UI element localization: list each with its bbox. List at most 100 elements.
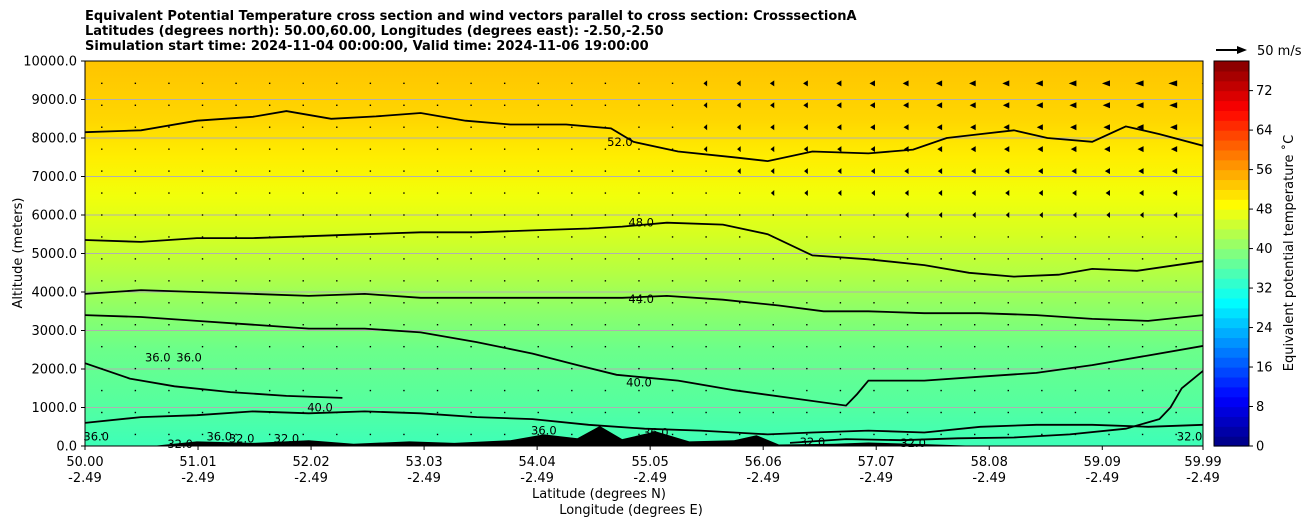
- wind-arrow: [1105, 190, 1110, 197]
- wind-dot: [806, 280, 808, 282]
- wind-arrow: [971, 168, 976, 175]
- wind-dot: [268, 104, 271, 106]
- wind-dot: [470, 302, 472, 304]
- wind-dot: [1041, 236, 1043, 238]
- wind-dot: [268, 389, 271, 392]
- wind-dot: [235, 126, 237, 128]
- wind-arrow: [703, 124, 708, 131]
- wind-arrow: [770, 168, 775, 175]
- title-line-2: Latitudes (degrees north): 50.00,60.00, …: [85, 24, 664, 39]
- contour-label: 52.0: [607, 135, 633, 149]
- wind-dot: [604, 345, 607, 348]
- wind-dot: [839, 280, 842, 282]
- wind-dot: [806, 214, 808, 216]
- wind-dot: [302, 148, 304, 150]
- wind-dot: [537, 324, 539, 326]
- wind-dot: [134, 214, 137, 216]
- wind-dot: [571, 104, 573, 106]
- wind-dot: [604, 280, 607, 282]
- wind-dot: [940, 258, 942, 260]
- wind-dot: [302, 104, 304, 106]
- wind-arrow: [1072, 212, 1077, 218]
- wind-dot: [436, 170, 439, 172]
- wind-arrow: [869, 80, 875, 87]
- wind-dot: [537, 345, 539, 348]
- wind-arrow: [837, 146, 842, 153]
- wind-dot: [906, 280, 909, 282]
- wind-dot: [369, 148, 372, 150]
- wind-arrow: [871, 190, 875, 197]
- wind-dot: [503, 367, 506, 370]
- wind-dot: [772, 324, 774, 326]
- wind-dot: [436, 389, 439, 392]
- wind-dot: [403, 192, 405, 194]
- wind-dot: [168, 324, 170, 326]
- wind-dot: [369, 324, 372, 326]
- wind-arrow: [1170, 146, 1178, 153]
- wind-dot: [806, 258, 808, 260]
- wind-dot: [268, 192, 271, 194]
- chart-title: Equivalent Potential Temperature cross s…: [85, 9, 857, 54]
- wind-dot: [168, 82, 170, 85]
- wind-dot: [772, 411, 774, 414]
- wind-dot: [973, 411, 976, 414]
- wind-dot: [973, 236, 976, 238]
- wind-dot: [168, 433, 170, 436]
- wind-arrow: [972, 212, 976, 218]
- wind-dot: [973, 324, 976, 326]
- colorbar-segment: [1214, 90, 1249, 102]
- wind-dot: [1141, 324, 1144, 326]
- wind-dot: [1175, 367, 1177, 370]
- colorbar-segment: [1214, 218, 1249, 230]
- wind-dot: [638, 345, 640, 348]
- wind-arrow: [938, 212, 943, 218]
- x-tick-lat: 52.02: [292, 455, 329, 470]
- wind-dot: [470, 170, 472, 172]
- colorbar-tick-label: 0: [1256, 440, 1264, 455]
- wind-dot: [503, 389, 506, 392]
- wind-dot: [806, 324, 808, 326]
- wind-dot: [1175, 433, 1177, 436]
- wind-dot: [134, 236, 137, 238]
- wind-dot: [738, 367, 741, 370]
- wind-dot: [537, 433, 539, 436]
- wind-dot: [738, 324, 741, 326]
- x-tick-lat: 59.99: [1184, 455, 1221, 470]
- wind-dot: [1175, 345, 1177, 348]
- wind-dot: [1108, 345, 1110, 348]
- wind-dot: [168, 126, 170, 128]
- wind-arrow: [971, 190, 976, 197]
- wind-dot: [1141, 433, 1144, 436]
- wind-dot: [873, 389, 875, 392]
- y-tick-label: 10000.0: [23, 55, 77, 70]
- colorbar-segment: [1214, 367, 1249, 378]
- wind-dot: [772, 214, 774, 216]
- wind-dot: [772, 280, 774, 282]
- y-tick-label: 8000.0: [32, 132, 78, 147]
- wind-dot: [436, 126, 439, 128]
- wind-dot: [873, 258, 875, 260]
- colorbar-segment: [1214, 139, 1249, 151]
- wind-arrow: [1138, 168, 1144, 175]
- wind-dot: [168, 302, 170, 304]
- wind-arrow: [870, 146, 875, 153]
- contour-label: 44.0: [628, 292, 654, 306]
- wind-arrow: [904, 190, 909, 197]
- wind-dot: [336, 389, 338, 392]
- wind-dot: [839, 367, 842, 370]
- contour-line-36: [85, 410, 1203, 436]
- wind-dot: [940, 367, 942, 370]
- wind-dot: [671, 367, 674, 370]
- wind-dot: [268, 170, 271, 172]
- wind-dot: [1007, 236, 1009, 238]
- wind-dot: [369, 236, 372, 238]
- colorbar-segment: [1214, 189, 1249, 200]
- wind-dot: [705, 302, 707, 304]
- wind-dot: [403, 367, 405, 370]
- wind-dot: [705, 258, 707, 260]
- wind-arrow: [1005, 190, 1010, 197]
- wind-arrow: [736, 102, 741, 109]
- wind-dot: [638, 148, 640, 150]
- wind-dot: [201, 104, 204, 106]
- wind-dot: [134, 148, 137, 150]
